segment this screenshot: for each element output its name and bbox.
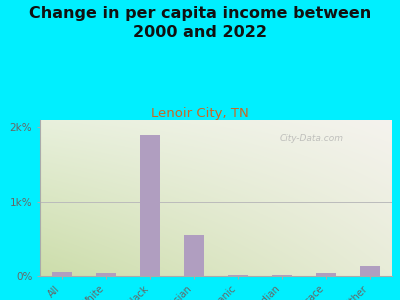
Bar [52, 272, 72, 276]
Text: Change in per capita income between
2000 and 2022: Change in per capita income between 2000… [29, 6, 371, 40]
Bar [316, 273, 336, 276]
Text: City-Data.com: City-Data.com [279, 134, 343, 143]
Text: Lenoir City, TN: Lenoir City, TN [151, 106, 249, 119]
Bar [360, 266, 380, 276]
Bar [272, 275, 292, 276]
Bar [140, 135, 160, 276]
Bar [96, 273, 116, 276]
Bar [228, 274, 248, 276]
Bar [184, 235, 204, 276]
